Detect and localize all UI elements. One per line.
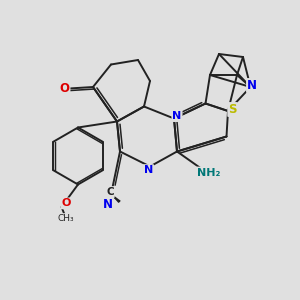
Text: S: S: [228, 103, 237, 116]
Text: O: O: [61, 198, 71, 208]
Text: NH₂: NH₂: [197, 167, 220, 178]
Text: N: N: [144, 165, 153, 175]
Text: N: N: [172, 111, 182, 121]
Text: O: O: [59, 82, 70, 95]
Text: N: N: [247, 79, 257, 92]
Text: C: C: [106, 187, 114, 197]
Text: CH₃: CH₃: [58, 214, 74, 223]
Text: N: N: [103, 197, 113, 211]
